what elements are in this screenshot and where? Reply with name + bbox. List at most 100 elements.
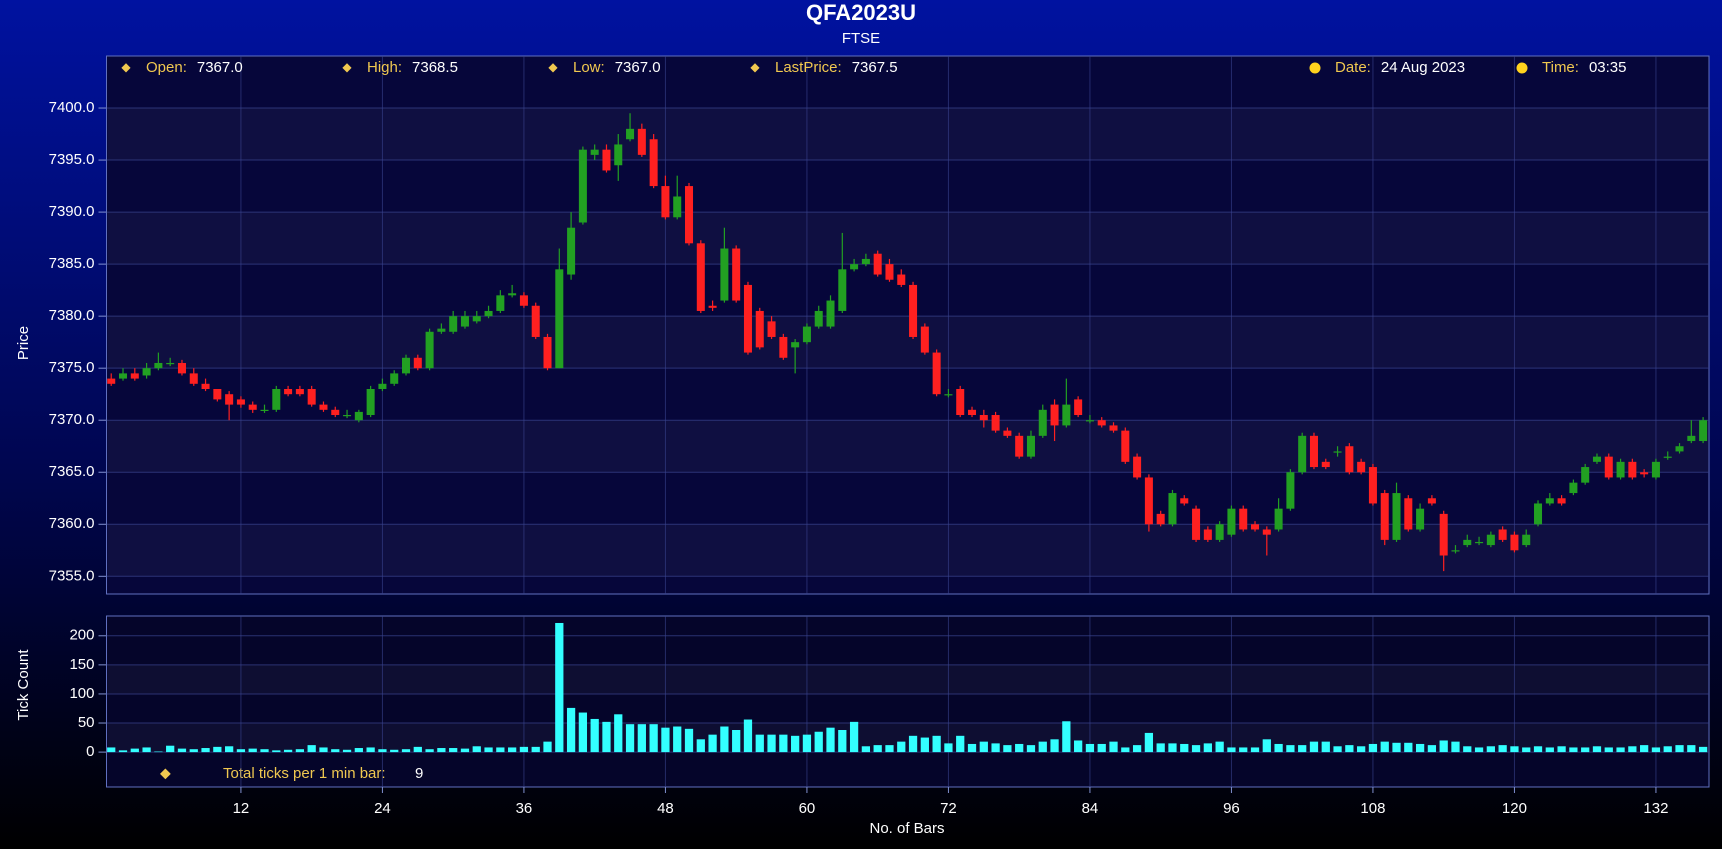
candle-body — [1286, 472, 1295, 509]
bar — [1298, 745, 1307, 753]
bar — [260, 749, 269, 753]
candle-body — [838, 269, 847, 311]
y-tick-label: 7400.0 — [49, 99, 95, 116]
y-tick-label: 7370.0 — [49, 411, 95, 428]
candle-body — [1687, 435, 1696, 442]
candle-body — [732, 248, 741, 301]
candle-body — [1475, 541, 1484, 544]
bar — [390, 749, 399, 753]
bar — [1015, 743, 1024, 753]
info-label: Open: — [146, 59, 187, 76]
bar — [802, 734, 812, 753]
candle-body — [1168, 493, 1177, 525]
legend-marker — [1309, 62, 1321, 74]
candle-body — [437, 328, 446, 332]
candle-body — [1333, 451, 1342, 453]
candle-body — [567, 227, 576, 275]
bar — [107, 747, 116, 753]
candle-body — [1486, 534, 1495, 546]
x-axis-label: No. of Bars — [869, 820, 944, 837]
bar — [673, 726, 682, 753]
candle-body — [154, 362, 163, 369]
candle-body — [720, 248, 729, 301]
y-tick-label: 7355.0 — [49, 567, 95, 584]
bar — [248, 748, 257, 753]
y-axis-label: Tick Count — [15, 649, 32, 721]
bar — [1333, 746, 1342, 753]
bar — [342, 749, 352, 753]
candle-body — [508, 293, 517, 296]
candle-body — [1663, 456, 1672, 458]
candle-body — [979, 415, 988, 421]
bar — [991, 743, 1000, 753]
candle-body — [791, 342, 800, 348]
bar — [1085, 743, 1095, 753]
bar — [838, 730, 847, 753]
bar — [1132, 745, 1142, 753]
bar — [472, 746, 481, 753]
candle-body — [1015, 435, 1024, 457]
y-tick-label: 100 — [69, 685, 94, 702]
candle-body — [1522, 534, 1531, 546]
bar — [1663, 746, 1672, 753]
info-label: LastPrice: — [775, 59, 842, 76]
candle-body — [1463, 539, 1472, 546]
bar — [1698, 746, 1708, 753]
bar — [578, 712, 588, 753]
bar — [1286, 745, 1295, 753]
candle-body — [1557, 498, 1566, 504]
bar — [814, 731, 823, 753]
bar — [1404, 742, 1413, 753]
bar — [1451, 741, 1460, 753]
bar — [177, 748, 187, 753]
bar — [967, 743, 977, 753]
bar — [885, 745, 894, 753]
candle-body — [1439, 513, 1448, 556]
candle-body — [897, 274, 906, 285]
bar — [932, 735, 941, 753]
grid-band — [107, 108, 1708, 161]
candle-body — [708, 305, 717, 308]
candle-body — [425, 331, 434, 369]
legend-marker — [1516, 62, 1528, 74]
candle-body — [531, 305, 540, 337]
bar — [1215, 741, 1224, 753]
y-tick-label: 200 — [69, 627, 94, 644]
candle-body — [449, 316, 458, 332]
candle-body — [944, 394, 953, 396]
bar — [908, 735, 918, 753]
bar — [543, 741, 552, 753]
bar — [1003, 745, 1012, 753]
bar — [637, 724, 646, 753]
candle-body — [472, 316, 481, 322]
info-value: 7367.0 — [615, 59, 661, 76]
candle-body — [295, 388, 304, 395]
candle-body — [1392, 493, 1401, 540]
bar — [1227, 747, 1236, 753]
bar — [649, 724, 658, 753]
candle-body — [1628, 461, 1637, 478]
candle-body — [1498, 529, 1507, 540]
bar — [861, 746, 871, 753]
y-tick-label: 7360.0 — [49, 515, 95, 532]
legend-marker: ◆ — [548, 60, 558, 74]
bar — [366, 747, 375, 753]
candle-body — [873, 253, 882, 275]
candle-body — [402, 357, 411, 374]
bar — [484, 747, 493, 753]
candle-body — [1640, 472, 1649, 475]
bar — [944, 743, 953, 753]
info-label: Time: — [1542, 59, 1579, 76]
x-tick-label: 108 — [1360, 800, 1385, 817]
bar — [661, 727, 670, 753]
bar — [225, 746, 234, 753]
bar — [1109, 741, 1118, 753]
candle-body — [1404, 498, 1413, 530]
bar — [1050, 739, 1059, 753]
candle-body — [590, 149, 599, 155]
candle-body — [814, 310, 823, 327]
candle-body — [602, 149, 611, 171]
candle-body — [696, 243, 705, 311]
bar — [508, 747, 517, 753]
